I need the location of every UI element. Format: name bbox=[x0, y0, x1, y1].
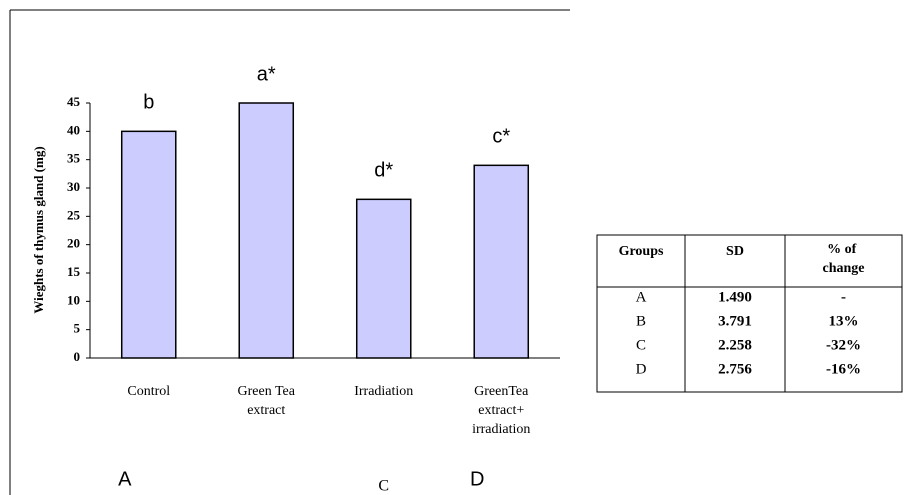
group-letter: C bbox=[378, 478, 389, 495]
y-tick-label: 15 bbox=[67, 264, 81, 279]
x-tick-label: Irradiation bbox=[354, 384, 413, 399]
table-header: Groups bbox=[619, 244, 664, 259]
table-border bbox=[596, 234, 903, 393]
bar bbox=[120, 130, 177, 359]
x-tick-label-line: extract+ bbox=[478, 403, 524, 418]
table-cell: 2.756 bbox=[718, 361, 752, 377]
table-cell: -32% bbox=[826, 337, 861, 353]
x-tick-label: GreenTea extract+ irradiation bbox=[472, 384, 530, 437]
x-tick-label-line: Control bbox=[127, 384, 170, 399]
x-tick-label: Green Tea extract bbox=[238, 384, 296, 418]
group-letter: A bbox=[118, 468, 132, 490]
x-tick-label-line: Irradiation bbox=[354, 384, 413, 399]
x-tick-label-line: extract bbox=[247, 403, 285, 418]
table-cell: 2.258 bbox=[718, 337, 752, 353]
y-tick-label: 10 bbox=[67, 292, 80, 307]
bar bbox=[355, 198, 412, 359]
table-cell: - bbox=[841, 289, 846, 305]
y-tick-label: 35 bbox=[67, 151, 81, 166]
table-header: SD bbox=[726, 244, 744, 259]
y-tick-label: 5 bbox=[74, 321, 81, 336]
bar bbox=[238, 102, 295, 359]
y-tick-label: 30 bbox=[67, 179, 80, 194]
table-cell: D bbox=[636, 361, 647, 377]
table-cell: 3.791 bbox=[718, 313, 752, 329]
table-cell: C bbox=[636, 337, 646, 353]
y-tick-label: 20 bbox=[67, 236, 80, 251]
x-tick-label-line: GreenTea bbox=[474, 384, 529, 399]
table-cell: 13% bbox=[829, 313, 859, 329]
x-tick-label-line: irradiation bbox=[472, 422, 530, 437]
table-header: % of change bbox=[823, 242, 865, 276]
y-tick-label: 25 bbox=[67, 207, 81, 222]
x-tick-label: Control bbox=[127, 384, 170, 399]
table-cell: -16% bbox=[826, 361, 861, 377]
bar-annotation: b bbox=[143, 92, 154, 114]
bar bbox=[473, 164, 530, 359]
table-cell: 1.490 bbox=[718, 289, 752, 305]
bar-annotation: c* bbox=[492, 126, 510, 148]
table-header-line: change bbox=[823, 261, 865, 276]
x-tick-label-line: Green Tea bbox=[238, 384, 296, 399]
bar-annotation: d* bbox=[374, 160, 393, 182]
y-axis-label: Wieghts of thymus gland (mg) bbox=[31, 146, 46, 313]
table-cell: B bbox=[636, 313, 646, 329]
table-cell: A bbox=[636, 289, 647, 305]
y-tick-label: 45 bbox=[67, 94, 81, 109]
table-header-line: % of bbox=[827, 242, 860, 257]
bar-annotation: a* bbox=[257, 63, 276, 85]
group-letter: D bbox=[470, 468, 484, 490]
y-tick-label: 40 bbox=[67, 122, 80, 137]
y-tick-label: 0 bbox=[74, 349, 81, 364]
